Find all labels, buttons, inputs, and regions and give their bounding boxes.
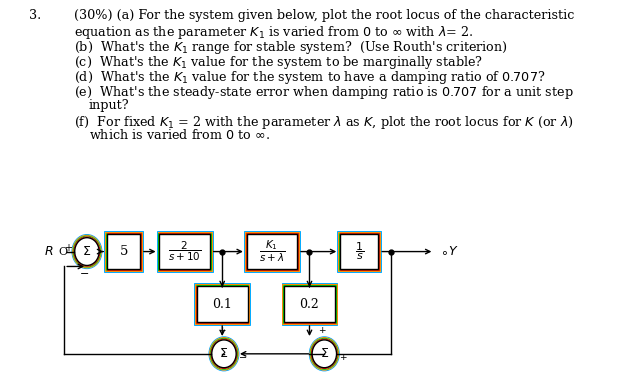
Circle shape: [212, 340, 236, 368]
Bar: [246, 233, 298, 270]
Text: +: +: [218, 326, 225, 335]
Text: $Y$: $Y$: [448, 245, 459, 258]
Bar: [159, 233, 211, 270]
Bar: [339, 233, 379, 270]
Bar: [247, 234, 298, 270]
Text: O: O: [58, 246, 67, 256]
Text: (e)  What's the steady-state error when damping ratio is $\mathit{0.707}$ for a : (e) What's the steady-state error when d…: [74, 84, 574, 101]
Text: −: −: [80, 270, 89, 280]
Text: $\Sigma$: $\Sigma$: [320, 347, 329, 360]
Text: input?: input?: [89, 99, 130, 112]
Text: 0.1: 0.1: [212, 298, 232, 311]
Bar: [246, 233, 298, 270]
Text: (c)  What's the $\mathit{K}_\mathit{1}$ value for the system to be marginally st: (c) What's the $\mathit{K}_\mathit{1}$ v…: [74, 54, 483, 71]
Text: $\Sigma$: $\Sigma$: [220, 347, 228, 360]
Text: $\dfrac{2}{s+10}$: $\dfrac{2}{s+10}$: [168, 240, 201, 263]
Bar: [284, 286, 335, 323]
Bar: [196, 286, 248, 323]
Circle shape: [312, 340, 337, 368]
Bar: [244, 231, 300, 273]
Text: (30%) (a) For the system given below, plot the root locus of the characteristic: (30%) (a) For the system given below, pl…: [74, 9, 574, 22]
Circle shape: [75, 238, 99, 266]
Text: −: −: [239, 353, 247, 363]
Text: $\dfrac{1}{s}$: $\dfrac{1}{s}$: [355, 241, 364, 262]
Text: +: +: [339, 353, 347, 362]
Bar: [283, 285, 336, 323]
Bar: [157, 231, 213, 273]
Bar: [159, 233, 211, 270]
Bar: [104, 231, 143, 273]
Bar: [107, 234, 140, 270]
Text: (d)  What's the $\mathit{K}_\mathit{1}$ value for the system to have a damping r: (d) What's the $\mathit{K}_\mathit{1}$ v…: [74, 69, 545, 86]
Text: +: +: [318, 326, 325, 335]
Text: (b)  What's the $\mathit{K}_\mathit{1}$ range for stable system?  (Use Routh's c: (b) What's the $\mathit{K}_\mathit{1}$ r…: [74, 39, 508, 56]
Text: equation as the parameter $\mathit{K}_\mathit{1}$ is varied from $\mathit{0}$ to: equation as the parameter $\mathit{K}_\m…: [74, 24, 474, 41]
Bar: [282, 285, 337, 324]
Text: which is varied from $\mathit{0}$ to $\infty$.: which is varied from $\mathit{0}$ to $\i…: [89, 129, 270, 142]
Text: 5: 5: [120, 245, 128, 258]
Bar: [195, 285, 249, 324]
Bar: [194, 283, 250, 325]
Text: $\Sigma$: $\Sigma$: [82, 245, 91, 258]
Text: $\dfrac{K_1}{s+\lambda}$: $\dfrac{K_1}{s+\lambda}$: [259, 239, 285, 264]
Bar: [105, 232, 142, 271]
Bar: [196, 285, 248, 323]
Text: 0.2: 0.2: [299, 298, 320, 311]
Bar: [159, 234, 210, 270]
Text: (f)  For fixed $\mathit{K}_\mathit{1}$ = 2 with the parameter $\mathit{\lambda}$: (f) For fixed $\mathit{K}_\mathit{1}$ = …: [74, 114, 574, 131]
Bar: [106, 233, 141, 270]
Text: +: +: [64, 243, 72, 253]
Bar: [106, 233, 141, 270]
Bar: [282, 283, 337, 325]
Bar: [158, 232, 212, 271]
Bar: [340, 234, 379, 270]
Bar: [284, 286, 335, 322]
Text: $R$: $R$: [44, 245, 53, 258]
Text: $\circ$: $\circ$: [440, 245, 447, 258]
Bar: [337, 231, 381, 273]
Bar: [245, 232, 299, 271]
Bar: [340, 233, 379, 270]
Text: 3.: 3.: [30, 9, 42, 22]
Bar: [197, 286, 248, 322]
Bar: [338, 232, 380, 271]
